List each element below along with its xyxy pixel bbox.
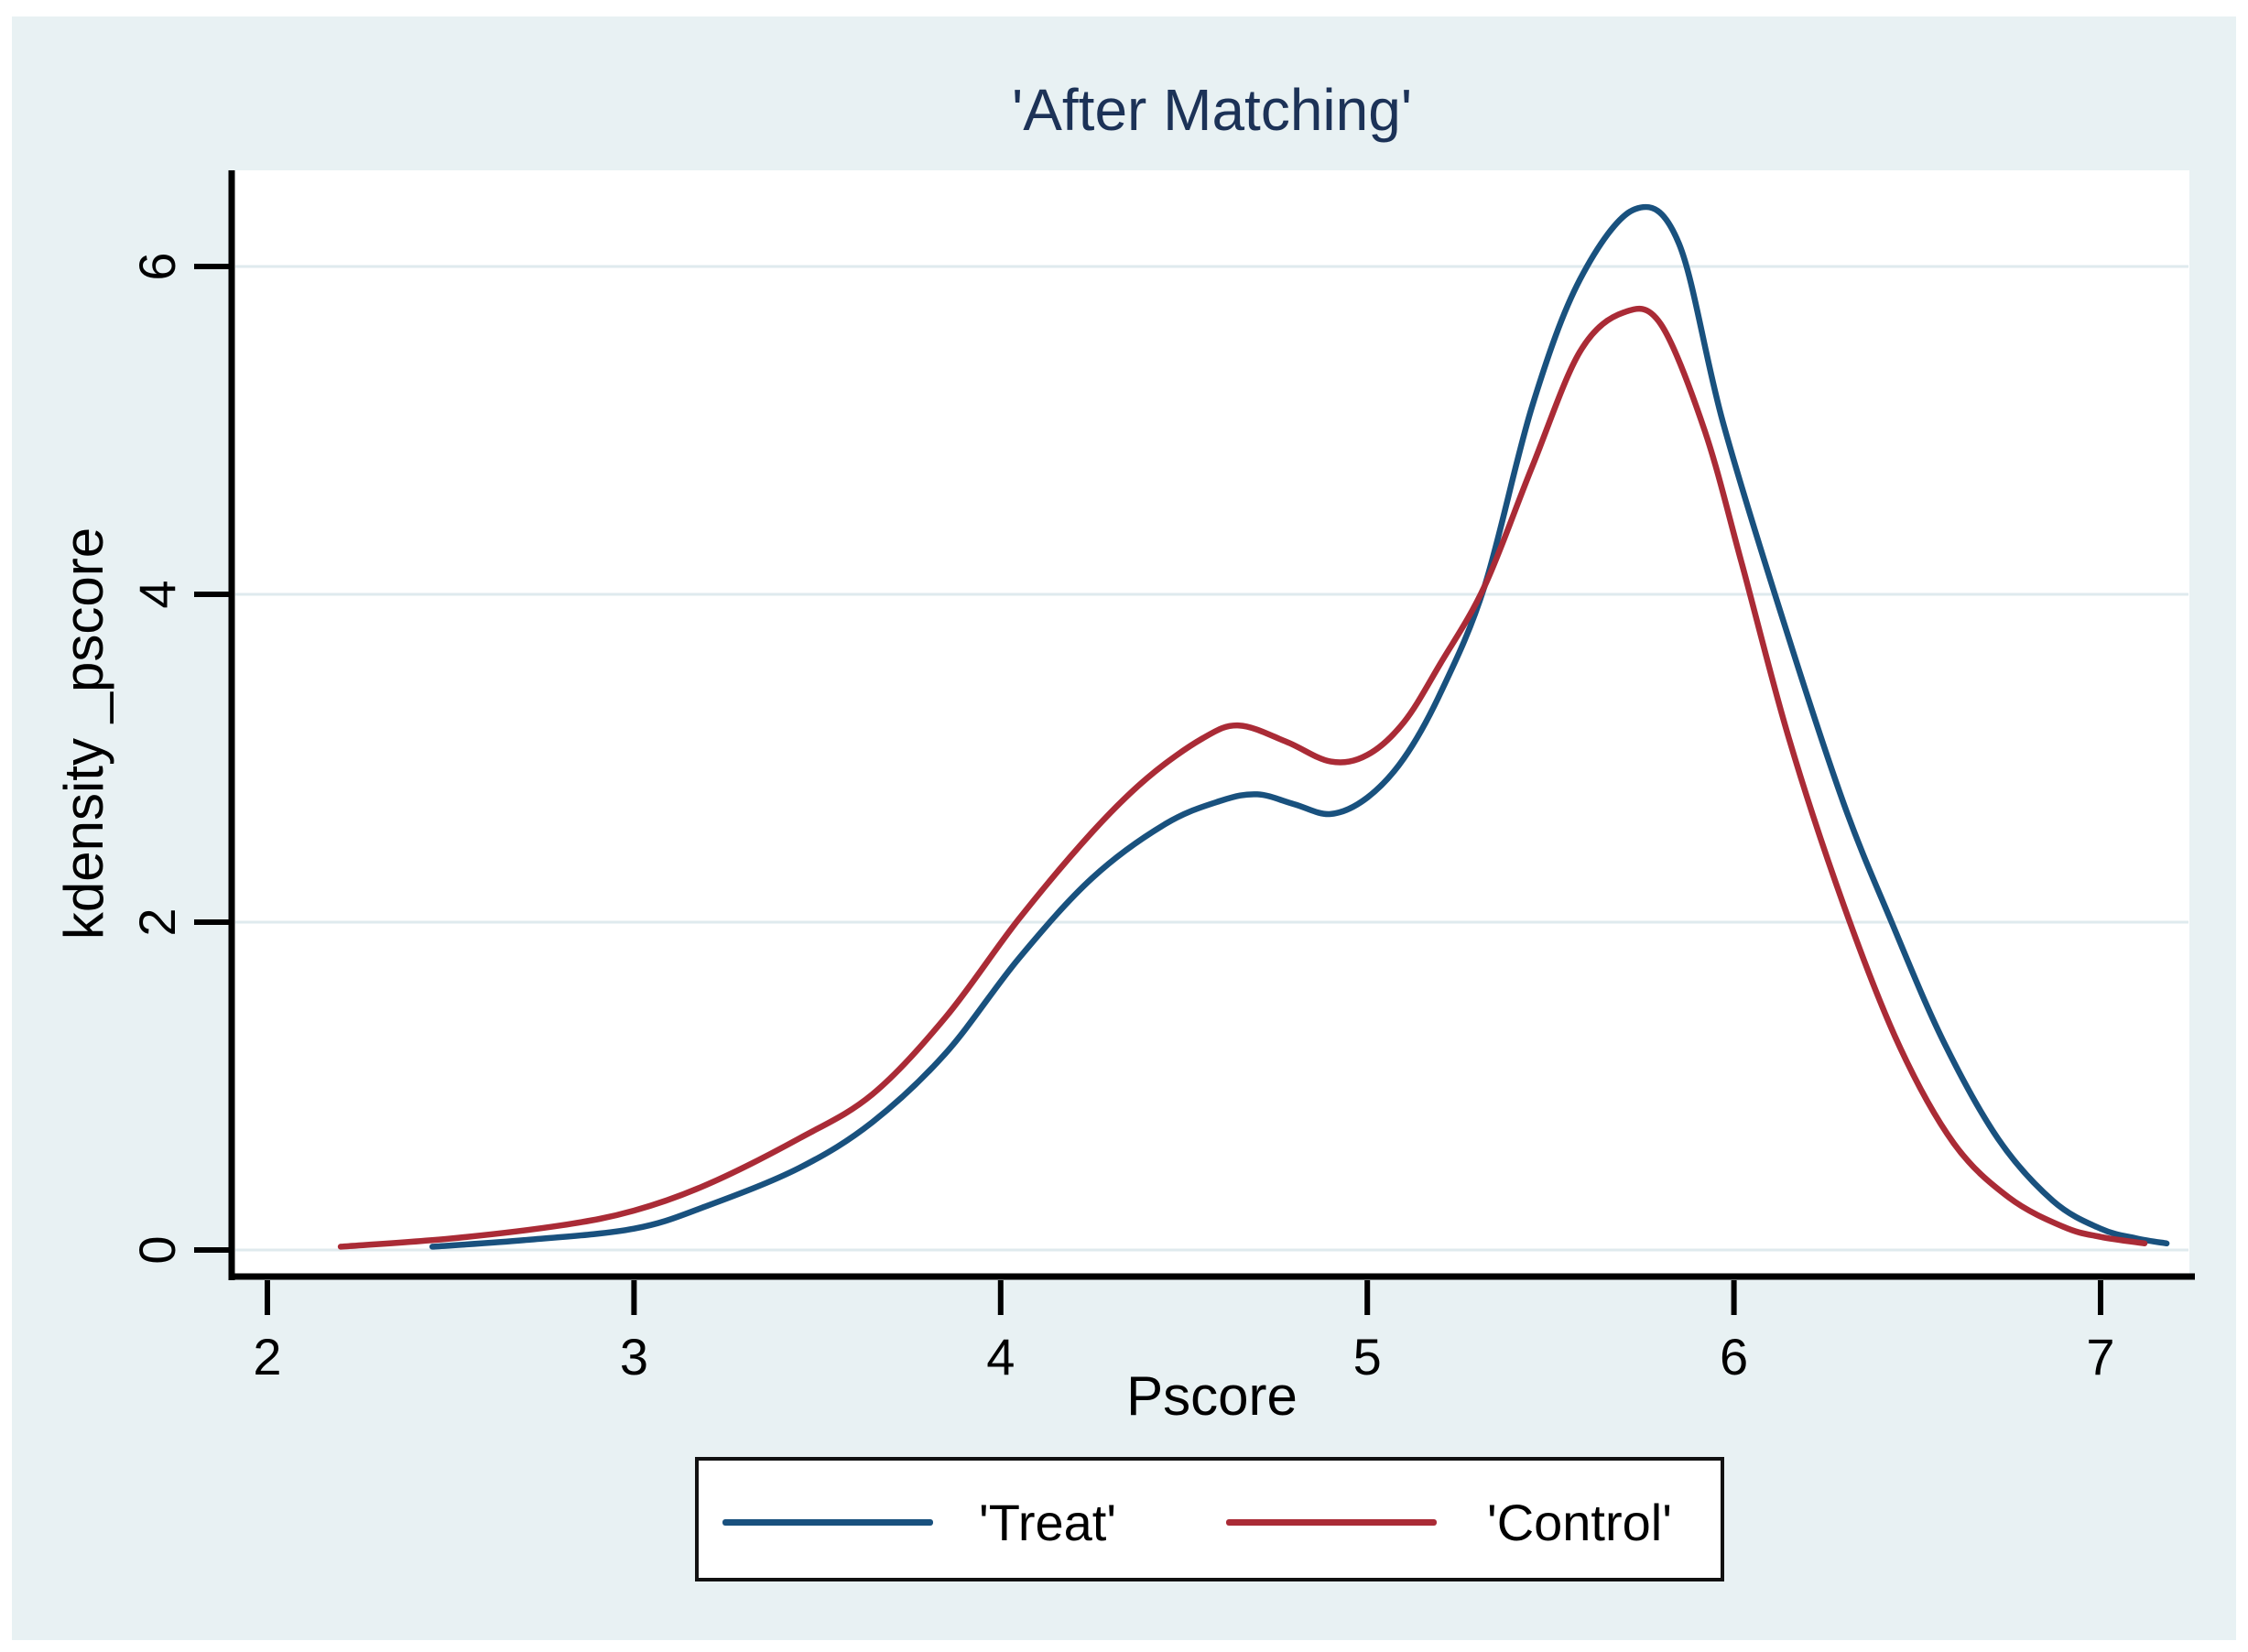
y-tick-label: 6 xyxy=(128,252,186,281)
y-tick-label: 0 xyxy=(128,1235,186,1265)
y-tick-label: 4 xyxy=(128,580,186,609)
y-tick-label: 2 xyxy=(128,908,186,937)
y-axis-title: kdensity _pscore xyxy=(53,527,114,940)
x-tick-label: 7 xyxy=(2086,1328,2115,1386)
treat-legend-line xyxy=(722,1519,933,1526)
x-tick-label: 5 xyxy=(1352,1328,1382,1386)
control-legend-line xyxy=(1226,1519,1437,1526)
treat-legend-label: 'Treat' xyxy=(979,1494,1117,1551)
x-tick-label: 3 xyxy=(619,1328,648,1386)
legend-box: 'Treat' 'Control' xyxy=(695,1457,1724,1581)
x-tick-label: 4 xyxy=(986,1328,1015,1386)
plot-area xyxy=(233,170,2189,1275)
control-curve xyxy=(337,305,2148,1250)
treat-curve xyxy=(429,203,2170,1250)
x-tick-label: 6 xyxy=(1720,1328,1749,1386)
control-legend-label: 'Control' xyxy=(1487,1494,1672,1551)
x-axis-title: Pscore xyxy=(1126,1365,1298,1427)
x-tick-label: 2 xyxy=(253,1328,282,1386)
chart-title: 'After Matching' xyxy=(1011,77,1413,143)
